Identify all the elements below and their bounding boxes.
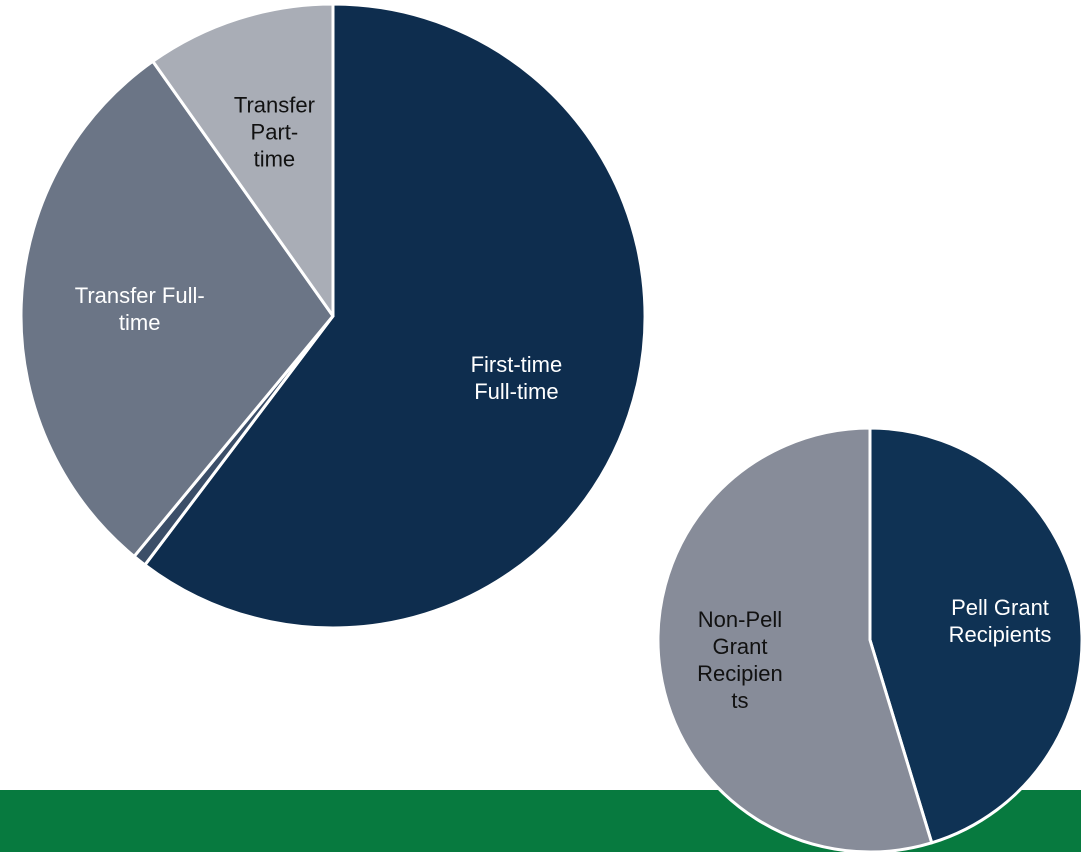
slice-label: Transfer Full-time [75,283,205,335]
pie-slice [151,2,335,318]
pie-slice [868,426,1081,845]
slice-label-line: Transfer [234,93,315,118]
slice-label-line: First-time [471,352,563,377]
slice-label-line: Full-time [474,379,558,404]
slice-label: Non-Pell Grant Recipien ts [697,607,783,713]
slice-label-line: Recipients [949,622,1052,647]
slice-label-line: ts [731,688,748,713]
slice-label-line: Pell Grant [951,595,1049,620]
slice-label-line: Transfer Full- [75,283,205,308]
slice-label: Pell Grant Recipients [949,595,1052,647]
pie-slice [143,2,647,630]
slice-label-line: time [119,310,161,335]
slice-label-line: Recipien [697,661,783,686]
slice-label-line: Part- [251,120,299,145]
pie-slice [656,426,934,852]
pie-slice [19,59,335,558]
slice-label: Transfer Part-time [234,93,315,172]
slice-label-line: Grant [712,634,767,659]
slice-label-line: time [254,147,296,172]
slice-label-line: Non-Pell [698,607,782,632]
slice-label: First-time Full-time [471,352,563,404]
